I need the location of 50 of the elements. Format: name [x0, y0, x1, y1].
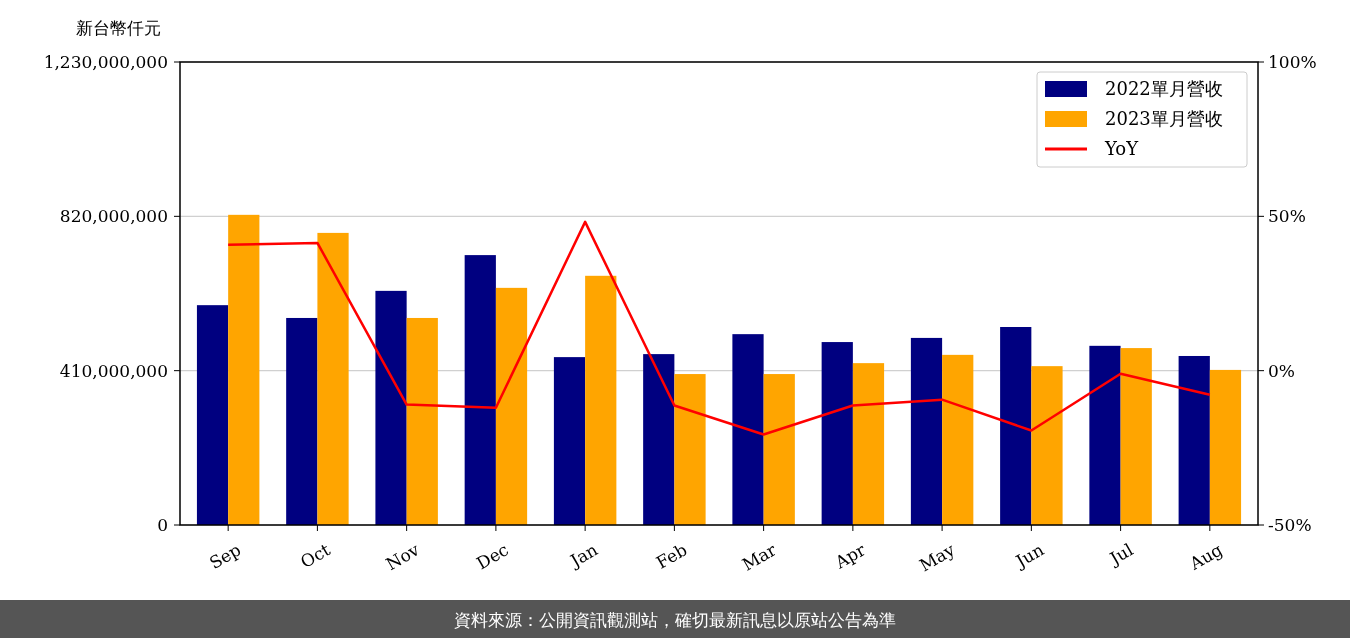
legend-label: 2022單月營收: [1105, 78, 1223, 100]
bar: [763, 374, 795, 525]
x-tick-label: Nov: [382, 539, 423, 575]
y-tick-label: 1,230,000,000: [43, 51, 168, 72]
bar: [1120, 348, 1152, 525]
bar: [228, 214, 260, 525]
bar: [732, 334, 764, 525]
y-tick-label: 820,000,000: [59, 206, 168, 227]
x-tick-label: Feb: [652, 539, 691, 573]
bar: [1089, 345, 1121, 525]
x-tick-label: Apr: [830, 539, 870, 573]
bar: [643, 354, 675, 525]
bar: [464, 255, 496, 525]
legend-label: 2023單月營收: [1105, 108, 1223, 130]
line-series: [226, 220, 1212, 436]
bar: [1209, 369, 1242, 525]
bar: [942, 354, 974, 525]
x-tick-label: Mar: [738, 539, 781, 575]
x-tick-label: Jun: [1010, 539, 1048, 573]
bar: [553, 357, 586, 525]
source-note: 資料來源：公開資訊觀測站，確切最新訊息以原站公告為準: [454, 609, 896, 630]
bar: [585, 275, 617, 525]
x-tick-label: Jul: [1104, 539, 1137, 570]
x-tick-label: Oct: [297, 539, 334, 572]
bar: [406, 317, 438, 525]
bar: [674, 374, 706, 525]
y-tick-label: 0: [157, 514, 168, 535]
y2-tick-label: 100%: [1268, 51, 1317, 72]
y-tick-label: 410,000,000: [59, 360, 168, 381]
bar: [1178, 355, 1210, 525]
bar: [317, 232, 349, 525]
bar: [495, 287, 528, 525]
bar: [910, 337, 943, 525]
x-tick-label: Sep: [205, 539, 245, 574]
bar: [1000, 327, 1032, 525]
x-tick-label: May: [915, 539, 959, 576]
bar: [196, 305, 229, 525]
bar: [1031, 366, 1063, 525]
x-tick-label: Aug: [1185, 539, 1226, 575]
y2-tick-label: 50%: [1268, 206, 1306, 227]
y-axis-title: 新台幣仟元: [76, 18, 161, 38]
bar: [375, 290, 407, 525]
bar: [852, 363, 885, 525]
bar: [286, 317, 318, 525]
bar: [821, 342, 853, 525]
x-tick-label: Jan: [565, 539, 602, 572]
x-tick-label: Dec: [473, 539, 512, 574]
legend-label: YoY: [1104, 138, 1140, 160]
y2-tick-label: -50%: [1268, 514, 1312, 535]
y2-tick-label: 0%: [1268, 360, 1295, 381]
